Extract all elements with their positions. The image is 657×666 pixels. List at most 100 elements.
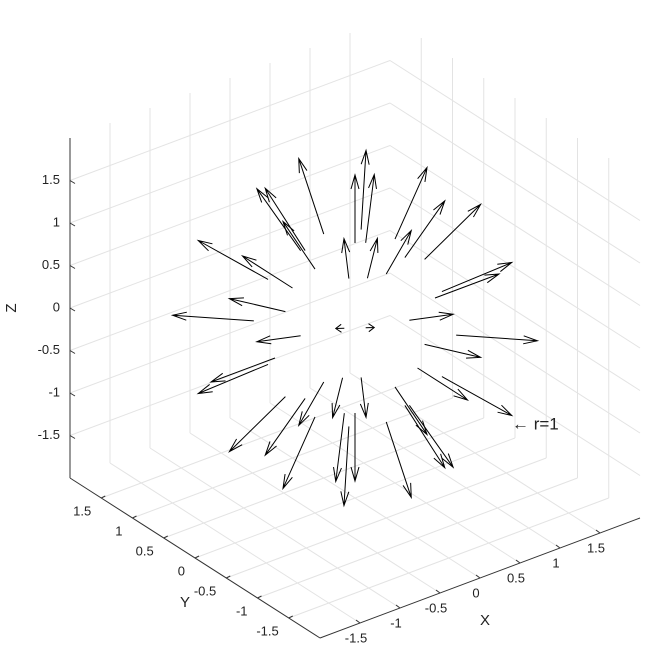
arrow-path: [255, 335, 301, 345]
arrow: [281, 220, 316, 270]
grid-line: [389, 272, 641, 434]
grid-line: [69, 315, 391, 436]
arrow-path: [417, 367, 470, 401]
arrow-path: [350, 173, 360, 243]
grid-line: [69, 102, 391, 224]
grid-line: [69, 187, 391, 309]
arrow-path: [359, 377, 369, 420]
arrow-path: [196, 239, 269, 280]
grid-line: [69, 272, 391, 394]
x-tick-label: 0: [472, 585, 479, 600]
arrow-path: [334, 323, 345, 333]
x-axis-label: X: [480, 612, 490, 629]
arrow: [365, 323, 376, 333]
y-tick-label: -1.5: [256, 623, 278, 638]
grid-layer: [69, 33, 641, 624]
arrow: [409, 311, 455, 321]
arrow: [350, 413, 360, 483]
z-tick-label: 0.5: [42, 257, 60, 272]
arrow: [360, 148, 370, 230]
arrow: [264, 186, 306, 251]
arrow-path: [385, 421, 412, 500]
z-tick-label: 0: [53, 299, 60, 314]
x-tick: [555, 544, 561, 549]
x-tick-label: 1.5: [587, 540, 605, 555]
grid-line: [101, 377, 422, 499]
grid-line: [389, 60, 641, 221]
arrow: [404, 405, 446, 470]
grid-line: [288, 497, 609, 619]
y-tick: [226, 575, 231, 579]
z-tick: [69, 307, 76, 312]
x-tick-label: -1.5: [345, 630, 367, 645]
arrow-path: [350, 413, 360, 483]
x-tick: [515, 559, 521, 564]
arrow-path: [281, 220, 316, 270]
arrow: [408, 405, 455, 469]
z-tick: [69, 350, 76, 354]
arrow: [282, 416, 316, 491]
arrow-path: [404, 405, 446, 470]
arrow-path: [341, 236, 351, 279]
grid-line: [69, 60, 391, 181]
arrow: [209, 357, 276, 383]
arrow-path: [456, 334, 540, 345]
y-tick-label: -1: [236, 603, 248, 618]
arrow-path: [360, 148, 370, 230]
arrow-path: [394, 165, 428, 240]
arrow: [196, 363, 269, 395]
arrow: [434, 273, 501, 299]
y-tick: [288, 615, 293, 619]
arrow-path: [424, 343, 483, 359]
grid-line: [389, 187, 641, 349]
grid-line: [389, 230, 641, 391]
z-tick: [69, 392, 76, 397]
arrow-path: [331, 377, 344, 420]
z-tick: [69, 265, 76, 269]
arrow: [366, 236, 379, 279]
arrow: [240, 255, 293, 289]
arrow-path: [409, 311, 455, 321]
arrow: [456, 334, 540, 345]
arrow: [255, 335, 301, 345]
arrow-path: [240, 255, 293, 289]
arrow-path: [404, 199, 446, 258]
arrow-layer: [170, 148, 540, 508]
arrow-path: [209, 357, 276, 383]
z-tick-label: -1: [48, 384, 60, 399]
grid-line: [226, 457, 547, 579]
y-tick: [101, 495, 106, 499]
arrow: [331, 377, 344, 420]
arrow-path: [333, 413, 345, 484]
z-tick: [69, 435, 76, 439]
z-tick-label: -1.5: [38, 427, 60, 442]
grid-line: [389, 315, 641, 476]
y-tick: [132, 515, 137, 519]
arrow-path: [170, 311, 254, 322]
arrow: [298, 156, 325, 235]
grid-line: [163, 417, 484, 539]
x-tick: [595, 529, 601, 534]
y-tick: [257, 595, 262, 599]
arrow-path: [340, 426, 350, 508]
y-tick: [163, 535, 168, 539]
arrow-path: [385, 228, 413, 275]
arrow: [385, 421, 412, 500]
arrow: [359, 377, 369, 420]
arrow-path: [297, 381, 325, 428]
axis-layer: -1.5 -1 -0.5 0 0.5 1 1.5 -1.5 -1 -0.5 0 0.5 1 1.5 -1.5…: [3, 138, 641, 645]
z-tick: [69, 180, 76, 184]
arrow: [228, 396, 286, 453]
z-tick-label: 1.5: [42, 172, 60, 187]
x-tick-label: -1: [390, 615, 402, 630]
z-axis-label: Z: [3, 303, 20, 312]
arrow-path: [394, 386, 429, 436]
y-axis-label: Y: [180, 594, 190, 611]
y-tick-label: -0.5: [194, 583, 216, 598]
arrow: [441, 376, 514, 417]
arrow: [227, 297, 286, 313]
arrow: [424, 203, 482, 260]
grid-line: [389, 145, 641, 306]
arrow: [417, 367, 470, 401]
